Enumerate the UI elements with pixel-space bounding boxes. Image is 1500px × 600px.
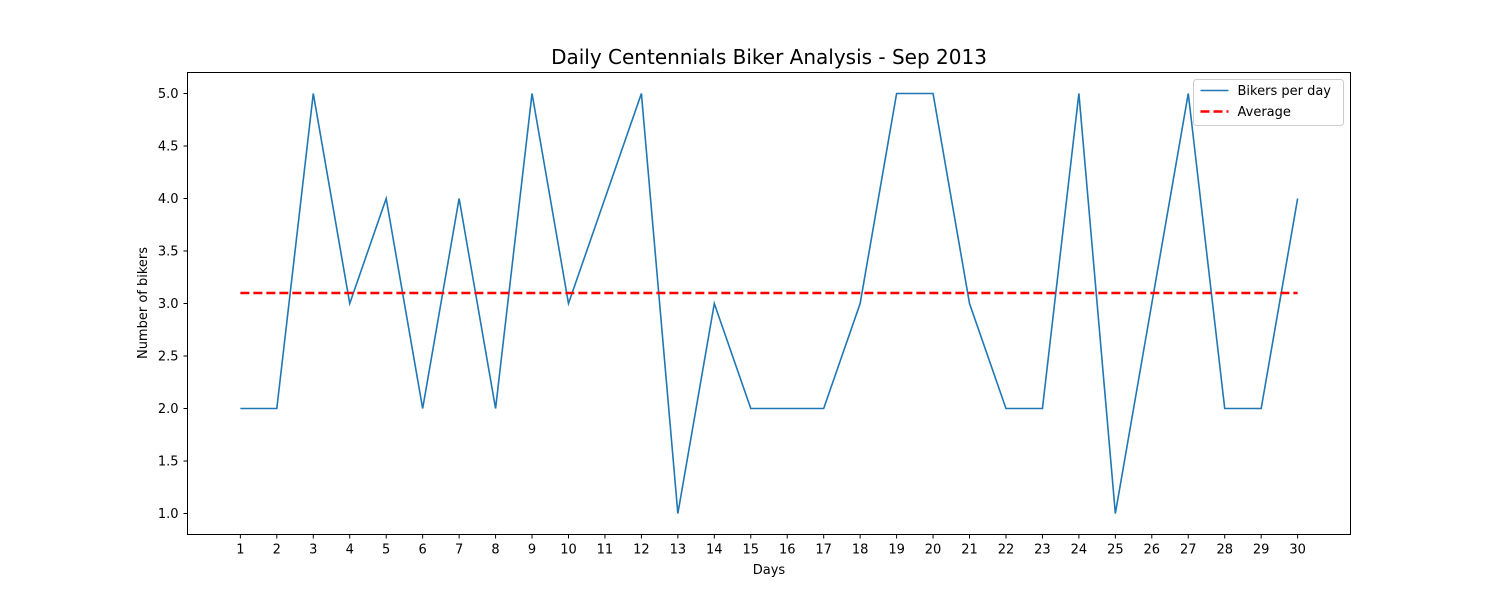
x-tick-label: 3 [309, 543, 317, 558]
legend-label: Average [1238, 105, 1291, 120]
chart-title: Daily Centennials Biker Analysis - Sep 2… [551, 45, 987, 69]
x-tick-label: 4 [346, 543, 354, 558]
x-tick-label: 6 [419, 543, 427, 558]
legend: Bikers per day Average [1193, 79, 1344, 126]
y-axis: 1.0 1.5 2.0 2.5 3.0 3.5 4.0 4.5 5.0 [158, 87, 188, 522]
x-tick-label: 28 [1216, 543, 1233, 558]
y-tick-label: 4.5 [158, 140, 179, 155]
y-tick-label: 2.0 [158, 402, 179, 417]
x-tick-label: 24 [1071, 543, 1088, 558]
plot-area-frame [187, 72, 1351, 535]
y-tick-label: 1.0 [158, 507, 179, 522]
x-tick-label: 13 [670, 543, 687, 558]
x-tick-label: 22 [998, 543, 1015, 558]
x-tick-label: 20 [925, 543, 942, 558]
y-tick-label: 3.0 [158, 297, 179, 312]
x-tick-label: 7 [455, 543, 463, 558]
x-tick-label: 9 [528, 543, 536, 558]
x-tick-label: 19 [888, 543, 905, 558]
series-line-0 [240, 92, 1299, 514]
x-tick-label: 15 [742, 543, 759, 558]
x-tick-label: 17 [815, 543, 832, 558]
x-axis: 1 2 3 4 5 6 7 8 9 10 11 12 13 14 15 16 17 18 19 20 21 22 23 24 2… [236, 534, 1306, 558]
x-tick-label: 11 [597, 543, 614, 558]
x-tick-label: 16 [779, 543, 796, 558]
y-tick-label: 4.0 [158, 192, 179, 207]
y-tick-label: 3.5 [158, 245, 179, 260]
x-tick-label: 12 [633, 543, 650, 558]
x-tick-label: 23 [1034, 543, 1051, 558]
x-tick-label: 21 [961, 543, 978, 558]
x-tick-label: 25 [1107, 543, 1124, 558]
y-tick-label: 1.5 [158, 455, 179, 470]
x-tick-label: 18 [852, 543, 869, 558]
x-tick-label: 8 [491, 543, 499, 558]
x-tick-label: 30 [1289, 543, 1306, 558]
x-tick-label: 2 [273, 543, 281, 558]
y-tick-label: 5.0 [158, 87, 179, 102]
x-tick-label: 27 [1180, 543, 1197, 558]
x-tick-label: 29 [1253, 543, 1270, 558]
plot-series [240, 92, 1299, 514]
x-tick-label: 1 [236, 543, 244, 558]
x-axis-label: Days [753, 563, 786, 578]
x-tick-label: 10 [560, 543, 577, 558]
legend-label: Bikers per day [1238, 84, 1332, 99]
legend-box [1193, 79, 1344, 126]
x-tick-label: 14 [706, 543, 723, 558]
x-tick-label: 5 [382, 543, 390, 558]
y-axis-label: Number of bikers [136, 247, 151, 359]
y-tick-label: 2.5 [158, 350, 179, 365]
x-tick-label: 26 [1144, 543, 1161, 558]
